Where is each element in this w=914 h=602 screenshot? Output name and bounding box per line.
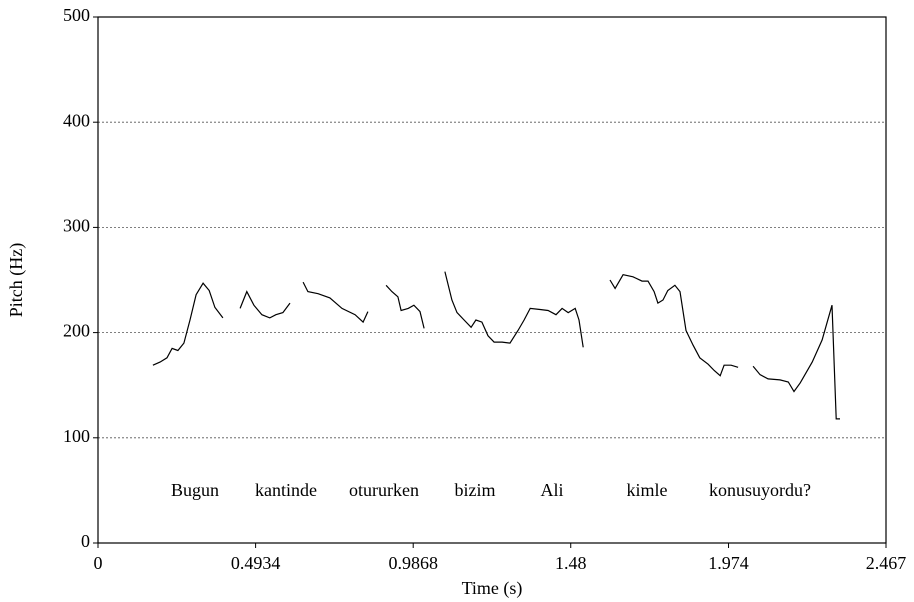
word-annotation: Ali (540, 480, 563, 500)
word-annotation: konusuyordu? (709, 480, 811, 500)
x-tick-label: 0 (94, 553, 103, 573)
word-annotation: kimle (627, 480, 668, 500)
y-tick-label: 100 (63, 426, 90, 446)
x-tick-label: 1.974 (708, 553, 749, 573)
x-tick-label: 0.4934 (231, 553, 281, 573)
y-tick-label: 0 (81, 531, 90, 551)
word-annotation: otururken (349, 480, 419, 500)
x-tick-label: 0.9868 (388, 553, 438, 573)
word-annotation: kantinde (255, 480, 317, 500)
plot-frame (97, 16, 887, 544)
y-axis-label: Pitch (Hz) (6, 243, 27, 317)
word-annotation: bizim (455, 480, 496, 500)
x-axis-label: Time (s) (462, 578, 523, 599)
y-tick-label: 200 (63, 321, 90, 341)
y-tick-label: 500 (63, 5, 90, 25)
word-annotation: Bugun (171, 480, 219, 500)
y-tick-label: 400 (63, 110, 90, 130)
x-tick-label: 1.48 (555, 553, 587, 573)
pitch-contour (152, 271, 840, 420)
x-tick-label: 2.467 (866, 553, 907, 573)
y-tick-label: 300 (63, 216, 90, 236)
